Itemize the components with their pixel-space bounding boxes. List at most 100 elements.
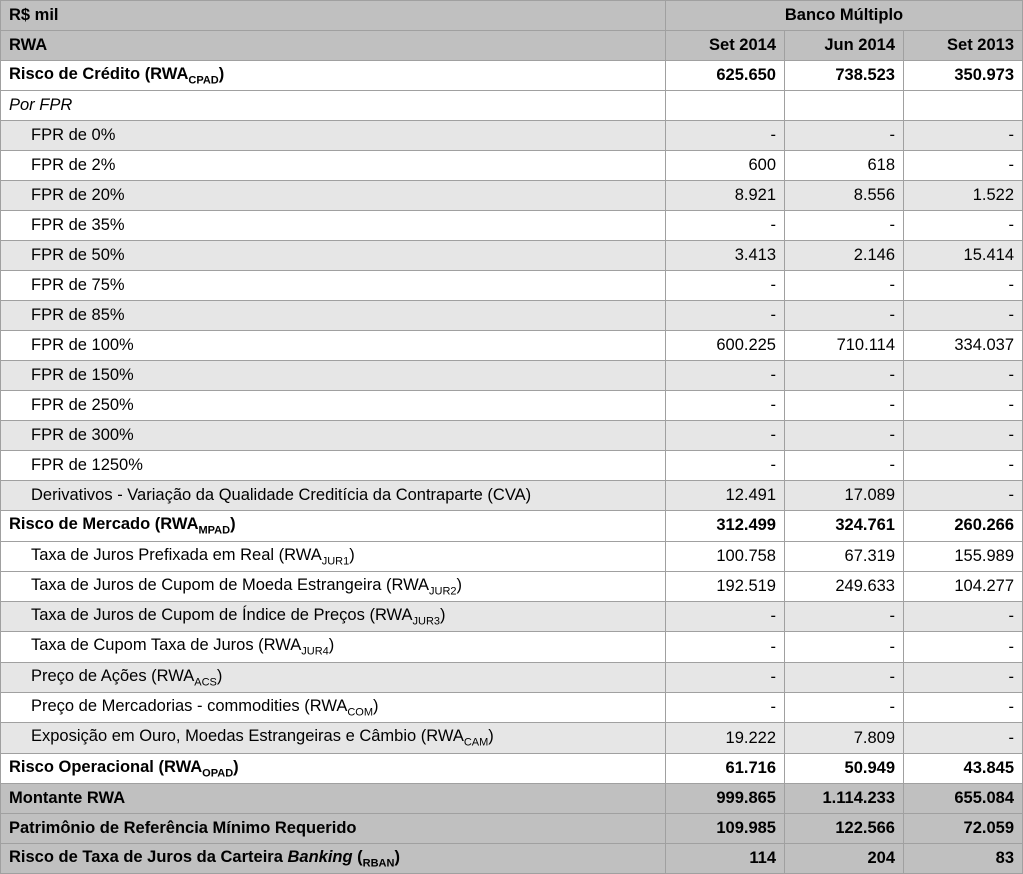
table-row: Taxa de Juros Prefixada em Real (RWAJUR1…	[1, 541, 1023, 571]
table-row: Derivativos - Variação da Qualidade Cred…	[1, 481, 1023, 511]
row-label: Derivativos - Variação da Qualidade Cred…	[1, 481, 666, 511]
row-label: Taxa de Juros Prefixada em Real (RWAJUR1…	[1, 541, 666, 571]
row-label: FPR de 50%	[1, 241, 666, 271]
table-row: Montante RWA999.8651.114.233655.084	[1, 783, 1023, 813]
row-value-1: 67.319	[785, 541, 904, 571]
row-value-0: -	[666, 301, 785, 331]
row-label: Risco de Crédito (RWACPAD)	[1, 61, 666, 91]
row-value-2: 334.037	[904, 331, 1023, 361]
header-period-0: Set 2014	[666, 31, 785, 61]
row-label: FPR de 100%	[1, 331, 666, 361]
row-value-2: -	[904, 121, 1023, 151]
row-value-1: -	[785, 421, 904, 451]
table-row: FPR de 20%8.9218.5561.522	[1, 181, 1023, 211]
header-period-2: Set 2013	[904, 31, 1023, 61]
table-row: Preço de Ações (RWAACS)---	[1, 662, 1023, 692]
row-value-1: 7.809	[785, 723, 904, 753]
row-value-1: -	[785, 602, 904, 632]
row-label: FPR de 300%	[1, 421, 666, 451]
row-value-1: 8.556	[785, 181, 904, 211]
table-row: FPR de 2%600618-	[1, 151, 1023, 181]
row-value-0: -	[666, 421, 785, 451]
row-label: FPR de 250%	[1, 391, 666, 421]
row-value-1: -	[785, 211, 904, 241]
row-value-0: 61.716	[666, 753, 785, 783]
table-row: FPR de 150%---	[1, 361, 1023, 391]
header-banner: Banco Múltiplo	[666, 1, 1023, 31]
table-row: Preço de Mercadorias - commodities (RWAC…	[1, 693, 1023, 723]
row-value-0: -	[666, 693, 785, 723]
row-value-0: -	[666, 391, 785, 421]
row-value-1: 710.114	[785, 331, 904, 361]
row-value-1: 738.523	[785, 61, 904, 91]
row-value-2: -	[904, 151, 1023, 181]
table-row: Exposição em Ouro, Moedas Estrangeiras e…	[1, 723, 1023, 753]
row-value-0: 19.222	[666, 723, 785, 753]
rwa-table: R$ milBanco MúltiploRWASet 2014Jun 2014S…	[0, 0, 1023, 874]
row-value-2: 104.277	[904, 571, 1023, 601]
row-value-1: 122.566	[785, 813, 904, 843]
row-value-0: -	[666, 121, 785, 151]
row-value-0: 999.865	[666, 783, 785, 813]
row-label: Patrimônio de Referência Mínimo Requerid…	[1, 813, 666, 843]
table-row: FPR de 75%---	[1, 271, 1023, 301]
row-label: FPR de 20%	[1, 181, 666, 211]
table-row: Por FPR	[1, 91, 1023, 121]
row-value-0: 312.499	[666, 511, 785, 541]
table-row: FPR de 1250%---	[1, 451, 1023, 481]
row-value-0: 109.985	[666, 813, 785, 843]
row-value-2: -	[904, 602, 1023, 632]
row-value-1: -	[785, 271, 904, 301]
row-label: Por FPR	[1, 91, 666, 121]
table-row: FPR de 0%---	[1, 121, 1023, 151]
row-label: Risco Operacional (RWAOPAD)	[1, 753, 666, 783]
header-corner: R$ mil	[1, 1, 666, 31]
row-value-1: -	[785, 693, 904, 723]
row-value-2: -	[904, 421, 1023, 451]
row-value-2: 350.973	[904, 61, 1023, 91]
row-value-1: -	[785, 391, 904, 421]
table-row: FPR de 250%---	[1, 391, 1023, 421]
row-value-1: -	[785, 301, 904, 331]
row-value-0: 3.413	[666, 241, 785, 271]
table-row: FPR de 100%600.225710.114334.037	[1, 331, 1023, 361]
row-value-2: -	[904, 632, 1023, 662]
row-value-2: -	[904, 723, 1023, 753]
row-label: FPR de 75%	[1, 271, 666, 301]
table-row: Risco de Mercado (RWAMPAD)312.499324.761…	[1, 511, 1023, 541]
row-value-2: -	[904, 361, 1023, 391]
row-value-0: -	[666, 632, 785, 662]
row-value-2: -	[904, 301, 1023, 331]
row-value-2: 43.845	[904, 753, 1023, 783]
row-value-0: 625.650	[666, 61, 785, 91]
row-label: Risco de Taxa de Juros da Carteira Banki…	[1, 843, 666, 873]
row-value-2: -	[904, 693, 1023, 723]
row-value-2: -	[904, 481, 1023, 511]
table-row: Risco de Crédito (RWACPAD)625.650738.523…	[1, 61, 1023, 91]
row-label: Preço de Ações (RWAACS)	[1, 662, 666, 692]
row-value-1: 618	[785, 151, 904, 181]
table-body: Risco de Crédito (RWACPAD)625.650738.523…	[1, 61, 1023, 874]
row-label: FPR de 2%	[1, 151, 666, 181]
row-value-0: 12.491	[666, 481, 785, 511]
row-value-0: 600	[666, 151, 785, 181]
row-value-1: -	[785, 662, 904, 692]
row-label: Taxa de Cupom Taxa de Juros (RWAJUR4)	[1, 632, 666, 662]
row-value-2: -	[904, 391, 1023, 421]
row-value-1	[785, 91, 904, 121]
row-label: Montante RWA	[1, 783, 666, 813]
row-value-2: 1.522	[904, 181, 1023, 211]
row-value-0: -	[666, 211, 785, 241]
header-rwa-label: RWA	[1, 31, 666, 61]
table-row: Risco de Taxa de Juros da Carteira Banki…	[1, 843, 1023, 873]
table-row: Taxa de Juros de Cupom de Moeda Estrange…	[1, 571, 1023, 601]
row-value-0: 100.758	[666, 541, 785, 571]
row-label: Preço de Mercadorias - commodities (RWAC…	[1, 693, 666, 723]
row-value-1: 204	[785, 843, 904, 873]
row-value-1: -	[785, 451, 904, 481]
row-value-0: -	[666, 602, 785, 632]
row-label: Taxa de Juros de Cupom de Índice de Preç…	[1, 602, 666, 632]
table-row: Risco Operacional (RWAOPAD)61.71650.9494…	[1, 753, 1023, 783]
row-label: Taxa de Juros de Cupom de Moeda Estrange…	[1, 571, 666, 601]
row-value-2	[904, 91, 1023, 121]
